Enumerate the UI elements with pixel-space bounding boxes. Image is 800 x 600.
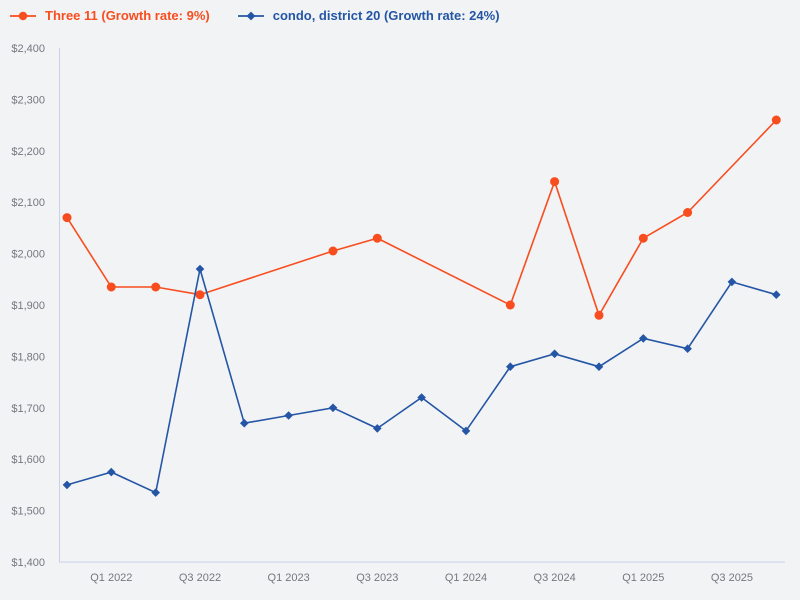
x-tick-label: Q3 2024 bbox=[534, 572, 576, 584]
condo-district-20-point-q1-2022[interactable] bbox=[107, 467, 116, 477]
chart-legend: Three 11 (Growth rate: 9%) condo, distri… bbox=[10, 8, 500, 23]
three-11-point-q2-2025[interactable] bbox=[683, 208, 693, 217]
line-diamond-marker-icon bbox=[237, 10, 264, 22]
y-tick-label: $1,500 bbox=[11, 506, 45, 518]
y-tick-label: $2,400 bbox=[11, 43, 45, 55]
x-tick-label: Q1 2025 bbox=[622, 572, 664, 584]
three-11-point-q3-2024[interactable] bbox=[550, 177, 560, 187]
three-11-point-q2-2022[interactable] bbox=[151, 282, 161, 292]
three-11-point-q2-2023[interactable] bbox=[328, 246, 338, 256]
three-11-point-q4-2021[interactable] bbox=[62, 213, 72, 223]
condo-district-20-point-q4-2021[interactable] bbox=[62, 480, 72, 490]
y-tick-label: $1,800 bbox=[11, 351, 45, 363]
three-11-point-q3-2022[interactable] bbox=[195, 290, 205, 300]
condo-district-20-line bbox=[66, 268, 777, 494]
condo-district-20-point-q3-2024[interactable] bbox=[550, 349, 559, 359]
condo-district-20-point-q3-2023[interactable] bbox=[373, 424, 382, 433]
three-11-point-q1-2022[interactable] bbox=[106, 282, 116, 292]
condo-district-20-point-q4-2024[interactable] bbox=[594, 362, 604, 371]
condo-district-20-point-q1-2024[interactable] bbox=[461, 426, 471, 436]
condo-district-20-point-q2-2025[interactable] bbox=[683, 344, 692, 353]
legend-item-three-11[interactable]: Three 11 (Growth rate: 9%) bbox=[10, 8, 210, 23]
x-tick-label: Q3 2025 bbox=[711, 572, 753, 584]
condo-district-20-point-q1-2023[interactable] bbox=[284, 411, 293, 420]
legend-item-condo-district-20[interactable]: condo, district 20 (Growth rate: 24%) bbox=[237, 8, 500, 23]
legend-label-condo-district-20: condo, district 20 (Growth rate: 24%) bbox=[272, 8, 500, 23]
three-11-point-q4-2024[interactable] bbox=[594, 310, 604, 320]
three-11-point-q2-2024[interactable] bbox=[505, 300, 515, 310]
condo-district-20-point-q2-2023[interactable] bbox=[328, 403, 338, 413]
y-tick-label: $1,700 bbox=[11, 403, 45, 415]
condo-district-20-point-q3-2022[interactable] bbox=[195, 264, 205, 274]
y-tick-label: $2,300 bbox=[11, 94, 45, 106]
condo-district-20-point-q2-2024[interactable] bbox=[506, 362, 515, 371]
condo-district-20-point-q4-2023[interactable] bbox=[417, 393, 426, 402]
x-tick-label: Q1 2024 bbox=[445, 572, 487, 584]
line-circle-marker-icon bbox=[10, 10, 36, 22]
x-tick-label: Q3 2022 bbox=[179, 572, 221, 584]
condo-district-20-point-q4-2025[interactable] bbox=[772, 290, 781, 299]
three-11-line bbox=[66, 119, 777, 318]
y-tick-label: $2,100 bbox=[11, 197, 45, 209]
y-tick-label: $2,200 bbox=[11, 146, 45, 158]
axis-lines bbox=[59, 48, 785, 563]
y-tick-label: $1,900 bbox=[11, 300, 45, 312]
condo-district-20-point-q3-2025[interactable] bbox=[727, 277, 737, 287]
condo-district-20-point-q2-2022[interactable] bbox=[151, 488, 160, 497]
x-tick-label: Q3 2023 bbox=[356, 572, 398, 584]
y-tick-label: $1,600 bbox=[11, 454, 45, 466]
y-tick-label: $1,400 bbox=[11, 557, 45, 569]
three-11-point-q3-2023[interactable] bbox=[372, 233, 382, 243]
y-tick-label: $2,000 bbox=[11, 249, 45, 261]
x-tick-label: Q1 2022 bbox=[90, 572, 132, 584]
condo-district-20-point-q1-2025[interactable] bbox=[639, 334, 648, 343]
condo-district-20-point-q4-2022[interactable] bbox=[240, 418, 249, 428]
three-11-point-q1-2025[interactable] bbox=[638, 233, 648, 243]
x-tick-label: Q1 2023 bbox=[268, 572, 310, 584]
three-11-point-q4-2025[interactable] bbox=[771, 115, 781, 125]
legend-label-three-11: Three 11 (Growth rate: 9%) bbox=[45, 8, 210, 23]
